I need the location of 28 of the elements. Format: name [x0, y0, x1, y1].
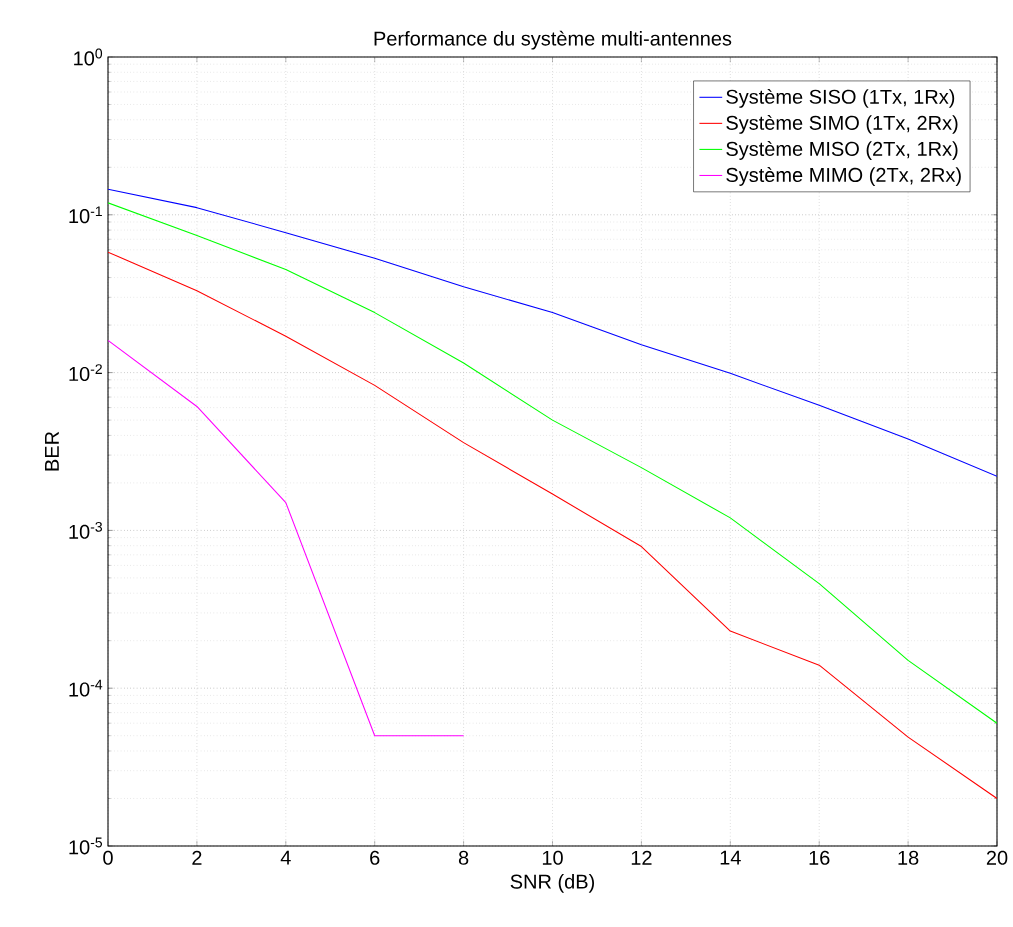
y-tick-label: 10$^{0}$: [74, 48, 103, 66]
x-tick-label: 8: [458, 850, 469, 865]
line-series: [108, 188, 997, 477]
x-tick-label: 2: [192, 850, 202, 865]
x-tick-label: 16: [809, 850, 830, 865]
x-axis-title: SNR (dB): [510, 874, 595, 893]
y-tick-label: 10$^{-5}$: [69, 837, 103, 855]
line-series: [108, 202, 997, 724]
y-tick-label: 10$^{-3}$: [69, 521, 103, 539]
x-tick-label: 12: [631, 850, 652, 865]
chart-title: Performance du système multi-antennes: [374, 30, 732, 50]
x-tick-label: 18: [898, 850, 919, 865]
y-axis-title: BER: [45, 431, 59, 471]
x-tick-label: 4: [280, 850, 291, 865]
y-tick-label: 10$^{-2}$: [69, 364, 102, 382]
x-tick-label: 6: [370, 850, 380, 865]
y-tick-label: 10$^{-1}$: [69, 206, 102, 224]
legend-label: Système SISO (1Tx, 1Rx): [726, 88, 955, 108]
line-series: [108, 339, 465, 737]
legend-label: Système SIMO (1Tx, 2Rx): [726, 115, 958, 134]
y-tick-label: 10$^{-4}$: [69, 679, 103, 697]
x-tick-label: 20: [986, 850, 1008, 865]
legend-label: Système MIMO (2Tx, 2Rx): [726, 167, 961, 186]
x-tick-label: 10: [542, 850, 563, 865]
x-tick-label: 0: [103, 850, 113, 865]
legend-label: Système MISO (2Tx, 1Rx): [726, 141, 958, 160]
line-series: [108, 251, 997, 800]
x-tick-label: 14: [720, 850, 741, 865]
